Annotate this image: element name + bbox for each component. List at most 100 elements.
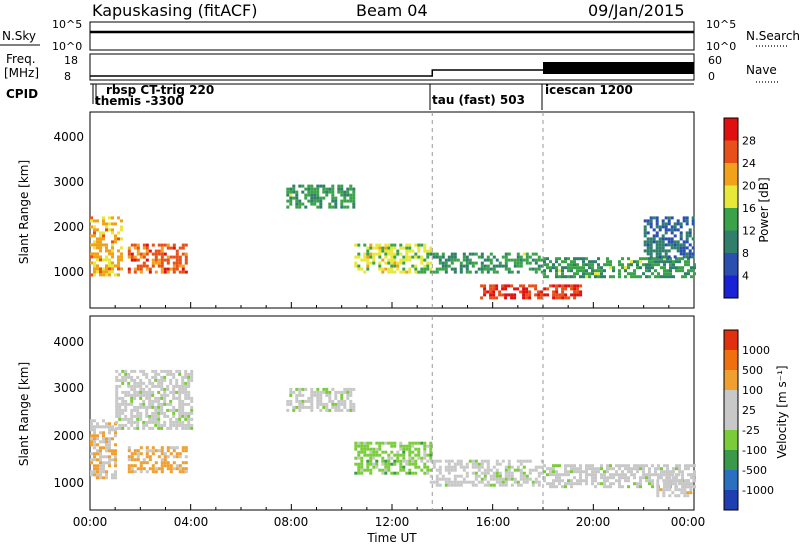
heatmap-cell bbox=[504, 471, 508, 475]
cpid-mode-themis: themis -3300 bbox=[95, 94, 184, 108]
heatmap-cell bbox=[462, 468, 466, 472]
heatmap-cell bbox=[117, 216, 120, 220]
heatmap-cell bbox=[534, 480, 538, 484]
heatmap-cell bbox=[181, 378, 185, 382]
heatmap-cell bbox=[666, 470, 669, 474]
heatmap-cell bbox=[667, 255, 671, 259]
heatmap-cell bbox=[139, 378, 143, 382]
heatmap-cell bbox=[411, 456, 415, 460]
heatmap-cell bbox=[687, 257, 690, 261]
heatmap-cell bbox=[292, 187, 296, 191]
heatmap-cell bbox=[667, 240, 671, 244]
heatmap-cell bbox=[360, 465, 364, 469]
heatmap-cell bbox=[662, 479, 666, 483]
heatmap-cell bbox=[366, 267, 370, 271]
heatmap-cell bbox=[534, 468, 538, 472]
heatmap-cell bbox=[93, 425, 96, 429]
heatmap-cell bbox=[665, 473, 669, 477]
heatmap-cell bbox=[369, 255, 373, 259]
heatmap-cell bbox=[510, 471, 514, 475]
heatmap-cell bbox=[175, 384, 179, 388]
heatmap-cell bbox=[108, 461, 111, 465]
heatmap-cell bbox=[387, 468, 391, 472]
heatmap-cell bbox=[534, 284, 538, 288]
heatmap-cell bbox=[678, 470, 681, 474]
heatmap-cell bbox=[534, 267, 538, 271]
heatmap-cell bbox=[507, 465, 511, 469]
heatmap-cell bbox=[372, 462, 376, 466]
heatmap-cell bbox=[414, 252, 418, 256]
heatmap-cell bbox=[148, 390, 152, 394]
heatmap-cell bbox=[142, 252, 146, 256]
heatmap-cell bbox=[96, 243, 99, 247]
velocity-colorbar-tick: 25 bbox=[742, 404, 756, 417]
beam-title: Beam 04 bbox=[356, 1, 428, 20]
heatmap-cell bbox=[357, 243, 361, 247]
heatmap-cell bbox=[190, 417, 194, 421]
heatmap-cell bbox=[366, 444, 370, 448]
heatmap-cell bbox=[417, 249, 421, 253]
heatmap-cell bbox=[105, 270, 108, 274]
heatmap-cell bbox=[615, 479, 618, 483]
heatmap-cell bbox=[546, 257, 549, 261]
heatmap-cell bbox=[429, 459, 433, 463]
heatmap-cell bbox=[402, 246, 406, 250]
heatmap-cell bbox=[507, 477, 511, 481]
heatmap-cell bbox=[656, 482, 660, 486]
heatmap-cell bbox=[90, 225, 93, 229]
heatmap-cell bbox=[148, 270, 152, 274]
heatmap-cell bbox=[453, 480, 457, 484]
heatmap-cell bbox=[612, 275, 615, 279]
heatmap-cell bbox=[679, 237, 683, 241]
heatmap-cell bbox=[408, 267, 412, 271]
heatmap-cell bbox=[579, 275, 582, 279]
heatmap-cell bbox=[139, 402, 143, 406]
heatmap-cell bbox=[90, 273, 93, 277]
heatmap-cell bbox=[522, 477, 526, 481]
heatmap-cell bbox=[127, 420, 131, 424]
heatmap-cell bbox=[111, 270, 114, 274]
heatmap-cell bbox=[369, 447, 373, 451]
heatmap-cell bbox=[148, 267, 152, 271]
heatmap-cell bbox=[145, 384, 149, 388]
heatmap-cell bbox=[453, 477, 457, 481]
heatmap-cell bbox=[651, 257, 654, 261]
heatmap-cell bbox=[495, 462, 499, 466]
heatmap-cell bbox=[656, 491, 660, 495]
heatmap-cell bbox=[102, 237, 105, 241]
heatmap-cell bbox=[127, 455, 131, 459]
heatmap-cell bbox=[366, 246, 370, 250]
heatmap-cell bbox=[298, 390, 302, 394]
heatmap-cell bbox=[313, 393, 317, 397]
heatmap-cell bbox=[561, 296, 565, 300]
heatmap-cell bbox=[298, 402, 302, 406]
heatmap-cell bbox=[667, 243, 671, 247]
heatmap-cell bbox=[429, 468, 433, 472]
heatmap-cell bbox=[627, 257, 630, 261]
heatmap-cell bbox=[121, 426, 125, 430]
heatmap-cell bbox=[582, 269, 585, 273]
heatmap-cell bbox=[663, 275, 666, 279]
heatmap-cell bbox=[349, 390, 353, 394]
heatmap-cell bbox=[181, 384, 185, 388]
heatmap-cell bbox=[145, 423, 149, 427]
heatmap-cell bbox=[579, 464, 582, 468]
heatmap-cell bbox=[450, 483, 454, 487]
heatmap-cell bbox=[489, 468, 493, 472]
heatmap-cell bbox=[157, 449, 161, 453]
heatmap-cell bbox=[133, 243, 137, 247]
heatmap-cell bbox=[495, 477, 499, 481]
heatmap-cell bbox=[111, 452, 114, 456]
heatmap-cell bbox=[127, 249, 131, 253]
heatmap-cell bbox=[90, 443, 93, 447]
heatmap-cell bbox=[519, 264, 523, 268]
heatmap-cell bbox=[136, 246, 140, 250]
heatmap-cell bbox=[366, 465, 370, 469]
heatmap-cell bbox=[513, 477, 517, 481]
heatmap-cell bbox=[597, 482, 600, 486]
heatmap-cell bbox=[561, 272, 564, 276]
heatmap-cell bbox=[489, 483, 493, 487]
heatmap-cell bbox=[691, 255, 695, 259]
heatmap-cell bbox=[489, 261, 493, 265]
heatmap-cell bbox=[178, 264, 182, 268]
